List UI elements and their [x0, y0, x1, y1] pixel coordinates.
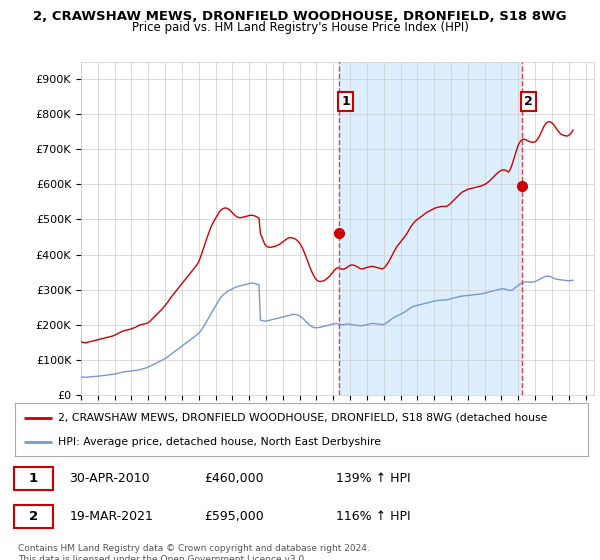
Text: 1: 1 [341, 95, 350, 108]
Text: 30-APR-2010: 30-APR-2010 [70, 472, 150, 485]
Text: 2: 2 [524, 95, 533, 108]
Text: HPI: Average price, detached house, North East Derbyshire: HPI: Average price, detached house, Nort… [58, 437, 381, 447]
Text: 116% ↑ HPI: 116% ↑ HPI [336, 510, 410, 523]
FancyBboxPatch shape [14, 505, 53, 528]
Text: Contains HM Land Registry data © Crown copyright and database right 2024.
This d: Contains HM Land Registry data © Crown c… [18, 544, 370, 560]
Text: Price paid vs. HM Land Registry's House Price Index (HPI): Price paid vs. HM Land Registry's House … [131, 21, 469, 34]
Text: 19-MAR-2021: 19-MAR-2021 [70, 510, 154, 523]
Text: £460,000: £460,000 [204, 472, 264, 485]
Text: £595,000: £595,000 [204, 510, 264, 523]
Text: 1: 1 [29, 472, 38, 485]
Text: 2, CRAWSHAW MEWS, DRONFIELD WOODHOUSE, DRONFIELD, S18 8WG (detached house: 2, CRAWSHAW MEWS, DRONFIELD WOODHOUSE, D… [58, 413, 547, 423]
Bar [339, 62, 522, 395]
Text: 139% ↑ HPI: 139% ↑ HPI [336, 472, 410, 485]
Text: 2, CRAWSHAW MEWS, DRONFIELD WOODHOUSE, DRONFIELD, S18 8WG: 2, CRAWSHAW MEWS, DRONFIELD WOODHOUSE, D… [33, 10, 567, 22]
Text: 2: 2 [29, 510, 38, 523]
FancyBboxPatch shape [14, 467, 53, 490]
